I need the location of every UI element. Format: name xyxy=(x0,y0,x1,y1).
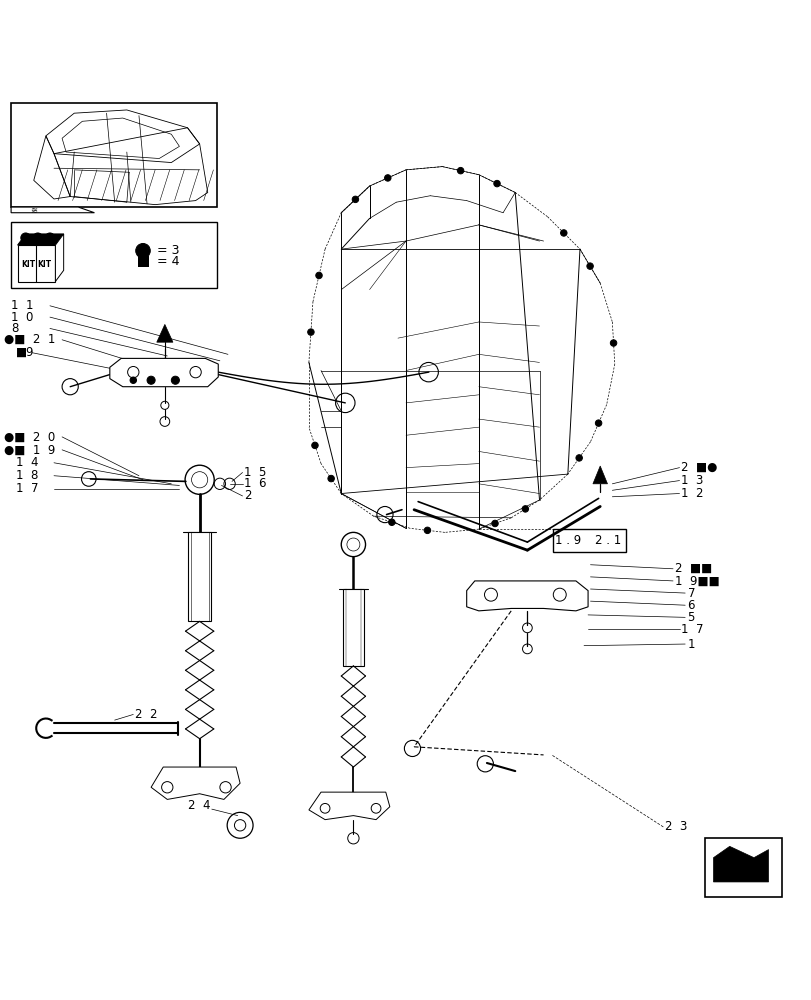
Polygon shape xyxy=(466,581,587,611)
Bar xyxy=(343,589,363,666)
Text: 1  4: 1 4 xyxy=(16,456,38,469)
Circle shape xyxy=(171,376,179,384)
Text: KIT: KIT xyxy=(37,260,52,269)
Text: 1  9■■: 1 9■■ xyxy=(674,574,719,587)
Text: 1  7: 1 7 xyxy=(680,623,703,636)
Bar xyxy=(552,529,625,552)
Text: 1 . 9: 1 . 9 xyxy=(554,534,581,547)
Circle shape xyxy=(493,180,500,187)
Circle shape xyxy=(586,263,593,269)
Circle shape xyxy=(307,329,314,335)
Text: 8: 8 xyxy=(11,322,19,335)
Text: 2: 2 xyxy=(244,489,251,502)
Text: 5: 5 xyxy=(687,611,694,624)
Circle shape xyxy=(575,455,581,461)
Polygon shape xyxy=(151,767,240,799)
Circle shape xyxy=(328,475,334,482)
Polygon shape xyxy=(308,792,389,820)
Text: 2  ■■: 2 ■■ xyxy=(674,562,711,575)
Polygon shape xyxy=(713,846,767,882)
Text: 1  1: 1 1 xyxy=(11,299,33,312)
Circle shape xyxy=(423,527,430,534)
Circle shape xyxy=(521,506,528,512)
Bar xyxy=(138,256,148,267)
Text: = 4: = 4 xyxy=(157,255,179,268)
Text: 7: 7 xyxy=(687,587,694,600)
Polygon shape xyxy=(109,358,218,387)
Text: 6: 6 xyxy=(687,599,694,612)
Text: ≋: ≋ xyxy=(30,206,37,215)
Text: 1  2: 1 2 xyxy=(680,487,703,500)
Text: 2  3: 2 3 xyxy=(664,820,686,833)
Circle shape xyxy=(311,442,318,449)
Text: 2  2: 2 2 xyxy=(135,708,157,721)
Polygon shape xyxy=(157,324,173,342)
Bar xyxy=(18,245,55,282)
Text: 1  7: 1 7 xyxy=(16,482,38,495)
Circle shape xyxy=(594,420,601,426)
Circle shape xyxy=(610,340,616,346)
Circle shape xyxy=(384,175,391,181)
Bar xyxy=(11,103,217,207)
Text: 1  8: 1 8 xyxy=(16,469,38,482)
Bar xyxy=(188,532,211,621)
Bar xyxy=(11,222,217,288)
Polygon shape xyxy=(592,466,607,484)
Circle shape xyxy=(388,519,395,525)
Circle shape xyxy=(33,233,43,243)
Text: ●■  2  1: ●■ 2 1 xyxy=(4,333,55,346)
Circle shape xyxy=(560,230,566,236)
Text: 2  4: 2 4 xyxy=(187,799,210,812)
Circle shape xyxy=(352,196,358,203)
Text: 2  ■●: 2 ■● xyxy=(680,461,717,474)
Circle shape xyxy=(457,167,463,174)
Text: 1: 1 xyxy=(687,638,694,651)
Text: 9: 9 xyxy=(26,346,33,359)
Circle shape xyxy=(315,272,322,279)
Bar xyxy=(705,838,781,897)
Circle shape xyxy=(45,233,54,243)
Text: = 3: = 3 xyxy=(157,244,179,257)
Polygon shape xyxy=(55,234,63,282)
Text: ●■  2  0: ●■ 2 0 xyxy=(4,430,55,443)
Text: KIT: KIT xyxy=(22,260,36,269)
Circle shape xyxy=(130,377,136,383)
Text: ■: ■ xyxy=(16,346,27,359)
Circle shape xyxy=(135,243,150,258)
Text: 2 . 1: 2 . 1 xyxy=(594,534,621,547)
Text: ●■  1  9: ●■ 1 9 xyxy=(4,443,55,456)
Text: 1  5: 1 5 xyxy=(244,466,266,479)
Text: 1  6: 1 6 xyxy=(244,477,266,490)
Circle shape xyxy=(491,520,498,527)
Polygon shape xyxy=(11,207,94,213)
Circle shape xyxy=(21,233,31,243)
Text: 1  3: 1 3 xyxy=(680,474,702,487)
Circle shape xyxy=(147,376,155,384)
Polygon shape xyxy=(18,234,63,245)
Text: 1  0: 1 0 xyxy=(11,311,33,324)
